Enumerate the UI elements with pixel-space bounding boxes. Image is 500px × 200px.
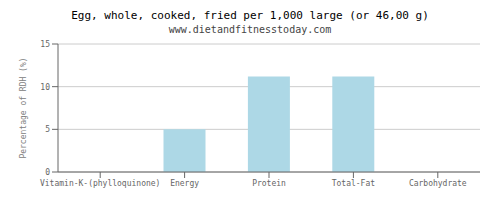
svg-text:0: 0 bbox=[45, 168, 50, 177]
svg-text:5: 5 bbox=[45, 125, 50, 134]
svg-text:10: 10 bbox=[40, 83, 50, 92]
svg-text:Total-Fat: Total-Fat bbox=[332, 179, 376, 188]
svg-text:Energy: Energy bbox=[170, 179, 199, 188]
svg-text:Percentage of RDH (%): Percentage of RDH (%) bbox=[19, 57, 28, 158]
html-text:Egg, whole, cooked, fried per: Egg, whole, cooked, fried per 1,000 larg… bbox=[71, 9, 429, 22]
svg-text:Carbohydrate: Carbohydrate bbox=[409, 179, 467, 188]
svg-text:Vitamin-K-(phylloquinone): Vitamin-K-(phylloquinone) bbox=[40, 179, 160, 188]
html-text:www.dietandfitnesstoday.com: www.dietandfitnesstoday.com bbox=[168, 24, 332, 35]
svg-text:15: 15 bbox=[40, 40, 50, 49]
svg-text:Protein: Protein bbox=[252, 179, 286, 188]
